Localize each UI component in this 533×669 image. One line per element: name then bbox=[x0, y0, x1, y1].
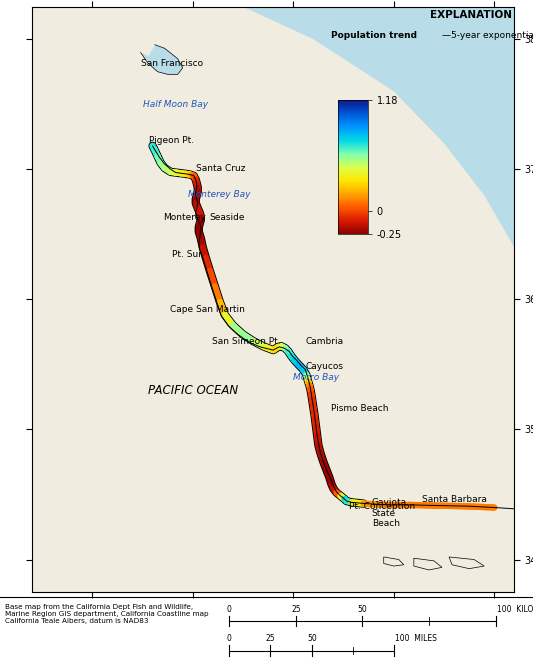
Polygon shape bbox=[449, 557, 484, 569]
Text: Half Moon Bay: Half Moon Bay bbox=[142, 100, 208, 110]
Text: Gaviota
State
Beach: Gaviota State Beach bbox=[372, 498, 407, 529]
Text: 100  MILES: 100 MILES bbox=[395, 634, 438, 644]
Text: Pt. Sur: Pt. Sur bbox=[172, 250, 202, 259]
Text: 0: 0 bbox=[227, 634, 232, 644]
Text: Cayucos: Cayucos bbox=[305, 362, 343, 371]
Text: 0: 0 bbox=[227, 605, 232, 614]
Text: 25: 25 bbox=[291, 605, 301, 614]
Text: 50: 50 bbox=[307, 634, 317, 644]
Text: 25: 25 bbox=[265, 634, 276, 644]
Text: Morro Bay: Morro Bay bbox=[293, 373, 340, 382]
Text: San Francisco: San Francisco bbox=[141, 59, 203, 68]
Polygon shape bbox=[32, 7, 514, 592]
Text: 100  KILOMETERS: 100 KILOMETERS bbox=[497, 605, 533, 614]
Polygon shape bbox=[32, 7, 141, 104]
Text: 50: 50 bbox=[358, 605, 367, 614]
Text: PACIFIC OCEAN: PACIFIC OCEAN bbox=[148, 384, 238, 397]
Text: Cambria: Cambria bbox=[305, 337, 343, 347]
Text: Seaside: Seaside bbox=[210, 213, 245, 222]
Text: Monterey Bay: Monterey Bay bbox=[188, 190, 251, 199]
Text: Base map from the California Dept Fish and Wildlife,
Marine Region GIS departmen: Base map from the California Dept Fish a… bbox=[5, 604, 209, 624]
Text: Monterey: Monterey bbox=[163, 213, 206, 222]
Text: Population trend: Population trend bbox=[331, 31, 417, 40]
Text: Santa Barbara: Santa Barbara bbox=[422, 494, 487, 504]
Polygon shape bbox=[141, 43, 183, 74]
Text: Pismo Beach: Pismo Beach bbox=[332, 403, 389, 413]
Text: EXPLANATION: EXPLANATION bbox=[430, 9, 512, 19]
Polygon shape bbox=[127, 7, 185, 124]
Text: San Simeon Pt.: San Simeon Pt. bbox=[212, 337, 280, 347]
Text: Santa Cruz: Santa Cruz bbox=[196, 163, 245, 173]
Text: Pt. Conception: Pt. Conception bbox=[349, 502, 415, 511]
Polygon shape bbox=[134, 7, 155, 56]
Polygon shape bbox=[414, 558, 442, 570]
Polygon shape bbox=[384, 557, 404, 566]
Text: Cape San Martin: Cape San Martin bbox=[170, 304, 245, 314]
Text: Pigeon Pt.: Pigeon Pt. bbox=[149, 136, 193, 145]
Text: —5-year exponential rate of change: —5-year exponential rate of change bbox=[442, 31, 533, 40]
